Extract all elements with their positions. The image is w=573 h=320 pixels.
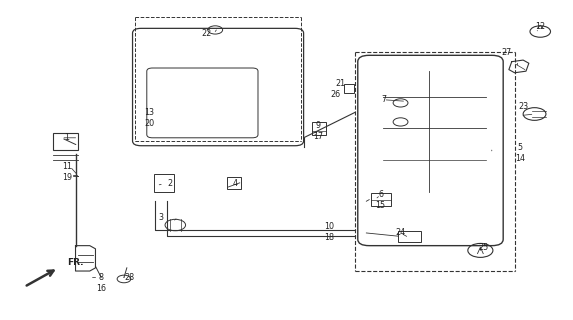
Bar bbox=[53, 133, 79, 150]
Bar bbox=[371, 193, 391, 206]
Text: 10: 10 bbox=[324, 222, 334, 231]
Text: 19: 19 bbox=[62, 173, 72, 182]
Text: 7: 7 bbox=[381, 95, 386, 104]
Text: 2: 2 bbox=[167, 179, 172, 188]
Text: 8: 8 bbox=[99, 273, 104, 282]
Text: 20: 20 bbox=[144, 119, 155, 128]
Text: 16: 16 bbox=[96, 284, 106, 293]
Text: 23: 23 bbox=[518, 101, 528, 111]
Bar bbox=[398, 231, 421, 243]
Text: 22: 22 bbox=[202, 28, 212, 38]
Text: 26: 26 bbox=[330, 91, 340, 100]
Text: 18: 18 bbox=[324, 233, 334, 242]
Text: 6: 6 bbox=[378, 190, 383, 199]
Text: 4: 4 bbox=[233, 179, 238, 188]
Text: 17: 17 bbox=[313, 132, 323, 141]
Bar bbox=[312, 122, 327, 135]
Text: 14: 14 bbox=[515, 154, 525, 163]
Text: FR.: FR. bbox=[67, 258, 84, 267]
Text: 1: 1 bbox=[65, 133, 69, 142]
Text: 5: 5 bbox=[518, 143, 523, 152]
Text: 21: 21 bbox=[336, 79, 346, 88]
Bar bbox=[344, 84, 354, 93]
Text: 28: 28 bbox=[124, 273, 135, 282]
Bar bbox=[227, 178, 241, 188]
Text: 24: 24 bbox=[395, 228, 406, 237]
Text: 13: 13 bbox=[144, 108, 155, 117]
Text: 15: 15 bbox=[375, 202, 386, 211]
Text: 3: 3 bbox=[159, 212, 163, 222]
Text: 11: 11 bbox=[62, 162, 72, 171]
Text: 9: 9 bbox=[315, 121, 320, 130]
Text: 25: 25 bbox=[478, 243, 488, 252]
Bar bbox=[154, 174, 174, 192]
Text: 27: 27 bbox=[501, 48, 511, 57]
Text: 12: 12 bbox=[535, 22, 545, 31]
